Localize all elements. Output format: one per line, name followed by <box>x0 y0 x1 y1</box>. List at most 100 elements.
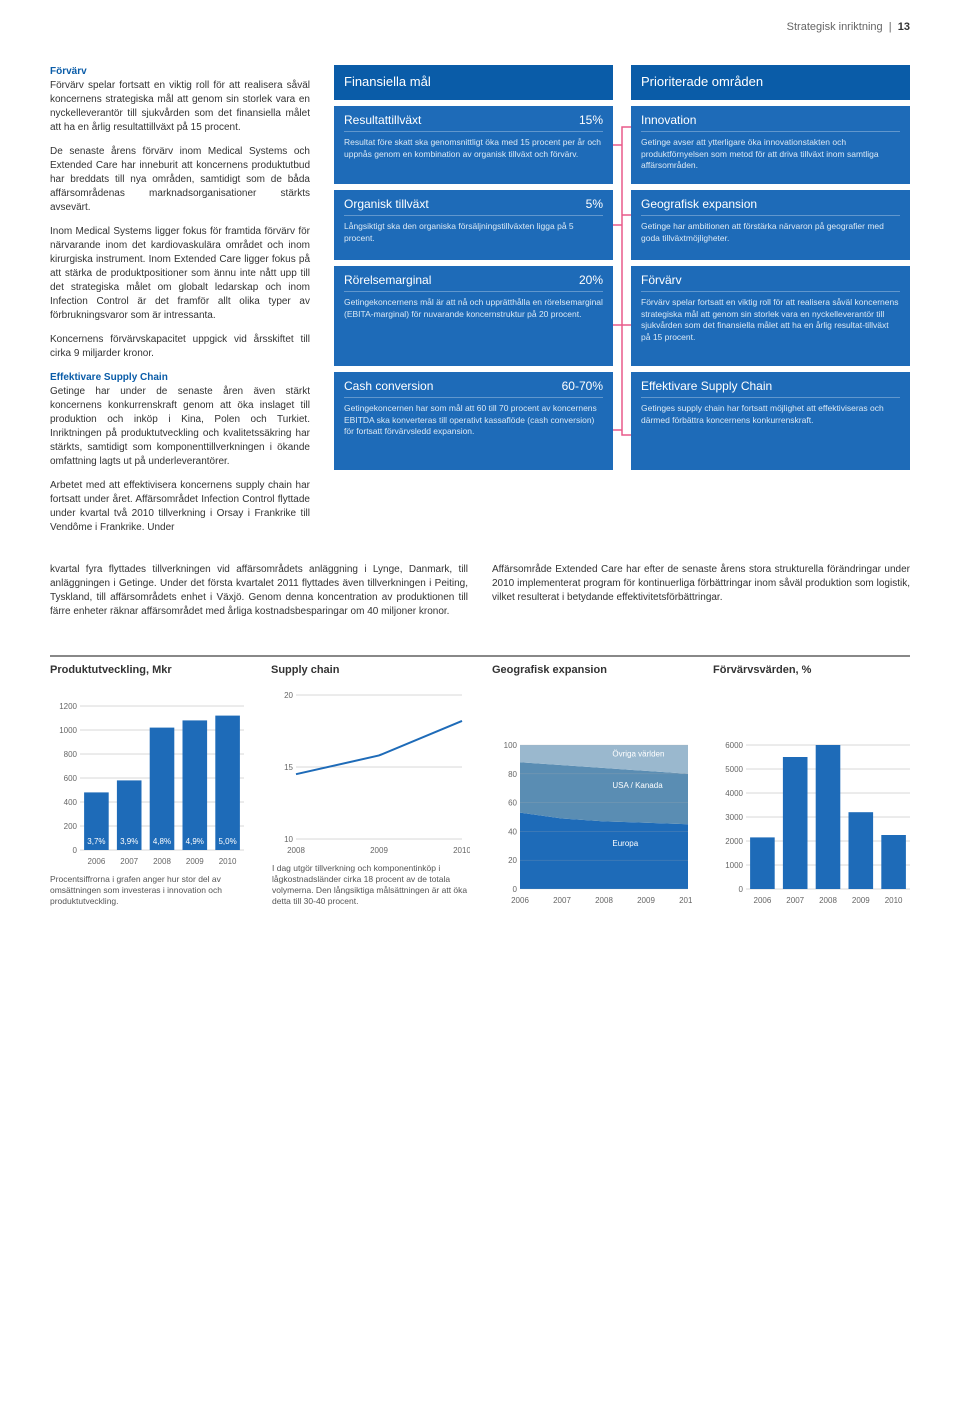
goal-title: Organisk tillväxt <box>344 196 429 213</box>
svg-text:2008: 2008 <box>819 896 837 905</box>
svg-text:2010: 2010 <box>219 857 237 866</box>
svg-text:1000: 1000 <box>59 726 77 735</box>
svg-text:2007: 2007 <box>553 896 571 905</box>
svg-text:15: 15 <box>284 763 293 772</box>
svg-text:2006: 2006 <box>754 896 772 905</box>
section-label: Strategisk inriktning <box>787 21 883 33</box>
svg-text:3000: 3000 <box>725 813 743 822</box>
priority-box-supply-chain: Effektivare Supply Chain Getinges supply… <box>631 372 910 470</box>
svg-text:2010: 2010 <box>453 846 470 855</box>
priority-title: Geografisk expansion <box>641 196 757 213</box>
svg-text:3,7%: 3,7% <box>87 837 105 846</box>
svg-text:3,9%: 3,9% <box>120 837 138 846</box>
svg-text:Europa: Europa <box>612 839 638 848</box>
chart-title-geografisk: Geografisk expansion <box>492 663 689 678</box>
goal-title: Rörelsemarginal <box>344 272 431 289</box>
svg-text:800: 800 <box>64 750 78 759</box>
heading-forvarv: Förvärv <box>50 66 87 77</box>
svg-text:200: 200 <box>64 822 78 831</box>
body-p5: Getinge har under de senaste åren även s… <box>50 386 310 467</box>
chart-title-forvarv: Förvärvsvärden, % <box>713 663 910 678</box>
svg-text:2006: 2006 <box>88 857 106 866</box>
svg-text:0: 0 <box>73 846 78 855</box>
goal-title: Cash conversion <box>344 378 433 395</box>
body-column: Förvärv Förvärv spelar fortsatt en vikti… <box>50 65 310 545</box>
svg-text:80: 80 <box>508 770 517 779</box>
svg-text:4,9%: 4,9% <box>186 837 204 846</box>
priority-body: Getinges supply chain har fortsatt möjli… <box>641 403 900 426</box>
goal-body: Långsiktigt ska den organiska försäljnin… <box>344 221 603 244</box>
page-header: Strategisk inriktning | 13 <box>0 0 960 65</box>
goal-value: 15% <box>579 112 603 129</box>
goals-right-header: Prioriterade områden <box>631 65 910 99</box>
page-number: 13 <box>898 21 910 33</box>
body-p4: Koncernens förvärvskapacitet uppgick vid… <box>50 333 310 361</box>
goal-box-organisk: Organisk tillväxt 5% Långsiktigt ska den … <box>334 190 613 260</box>
priority-box-geografisk: Geografisk expansion Getinge har ambitio… <box>631 190 910 260</box>
svg-text:2000: 2000 <box>725 837 743 846</box>
chart-forvarvsvarden: 0100020003000400050006000200620072008200… <box>716 737 914 907</box>
goal-value: 5% <box>586 196 603 213</box>
goal-value: 20% <box>579 272 603 289</box>
priority-box-forvarv: Förvärv Förvärv spelar fortsatt en vikti… <box>631 266 910 366</box>
svg-text:400: 400 <box>64 798 78 807</box>
body-p2: De senaste årens förvärv inom Medical Sy… <box>50 145 310 215</box>
svg-text:5,0%: 5,0% <box>218 837 236 846</box>
svg-text:20: 20 <box>284 691 293 700</box>
svg-text:2010: 2010 <box>679 896 692 905</box>
svg-text:100: 100 <box>504 741 518 750</box>
goal-box-cash-conversion: Cash conversion 60-70% Getingekoncernen h… <box>334 372 613 470</box>
svg-text:10: 10 <box>284 835 293 844</box>
svg-text:2009: 2009 <box>637 896 655 905</box>
goal-value: 60-70% <box>562 378 603 395</box>
body-p1: Förvärv spelar fortsatt en viktig roll f… <box>50 80 310 133</box>
svg-text:2008: 2008 <box>153 857 171 866</box>
svg-text:Övriga världen: Övriga världen <box>612 749 664 758</box>
svg-text:4000: 4000 <box>725 789 743 798</box>
priority-title: Effektivare Supply Chain <box>641 378 772 395</box>
heading-supply-chain: Effektivare Supply Chain <box>50 372 168 383</box>
svg-text:2006: 2006 <box>511 896 529 905</box>
charts-section: Produktutveckling, Mkr Supply chain Geog… <box>50 655 910 907</box>
svg-text:2008: 2008 <box>595 896 613 905</box>
priority-body: Getinge har ambitionen att förstärka när… <box>641 221 900 244</box>
chart-title-produktutveckling: Produktutveckling, Mkr <box>50 663 247 678</box>
svg-text:20: 20 <box>508 856 517 865</box>
goal-box-resultattillvaxt: Resultattillväxt 15% Resultat före skatt … <box>334 106 613 184</box>
svg-text:2009: 2009 <box>186 857 204 866</box>
svg-text:2009: 2009 <box>852 896 870 905</box>
chart-title-supply-chain: Supply chain <box>271 663 468 678</box>
goal-box-rorelsemarginal: Rörelsemarginal20% Getingekoncernens mål… <box>334 266 613 366</box>
goal-body: Resultat före skatt ska genomsnittligt ö… <box>344 137 603 160</box>
body-p3: Inom Medical Systems ligger fokus för fr… <box>50 225 310 323</box>
mid-col-left: kvartal fyra flyttades tillverkningen vi… <box>50 563 468 619</box>
goals-left-header: Finansiella mål <box>334 65 613 99</box>
svg-text:4,8%: 4,8% <box>153 837 171 846</box>
chart-geografisk: 0 20 40 60 80 100 2006 2007 2008 2009 2010 Övriga v… <box>494 737 692 907</box>
chart-supply-chain: 10 15 20 2008 2009 2010 <box>272 687 470 857</box>
goal-title: Resultattillväxt <box>344 112 421 129</box>
svg-text:2008: 2008 <box>287 846 305 855</box>
body-p6: Arbetet med att effektivisera koncernens… <box>50 479 310 535</box>
svg-text:0: 0 <box>739 885 744 894</box>
svg-text:40: 40 <box>508 827 517 836</box>
svg-text:600: 600 <box>64 774 78 783</box>
svg-text:60: 60 <box>508 799 517 808</box>
chart-caption: I dag utgör tillverkning och komponentin… <box>272 863 470 907</box>
svg-text:2009: 2009 <box>370 846 388 855</box>
svg-text:2010: 2010 <box>885 896 903 905</box>
priority-box-innovation: Innovation Getinge avser att ytterligare… <box>631 106 910 184</box>
chart-caption: Procentsiffrorna i grafen anger hur stor… <box>50 874 248 907</box>
svg-text:1000: 1000 <box>725 861 743 870</box>
svg-text:USA / Kanada: USA / Kanada <box>612 781 663 790</box>
mid-col-right: Affärsområde Extended Care har efter de … <box>492 563 910 619</box>
priority-body: Förvärv spelar fortsatt en viktig roll f… <box>641 297 900 343</box>
goal-body: Getingekoncernen har som mål att 60 till… <box>344 403 603 437</box>
svg-text:1200: 1200 <box>59 702 77 711</box>
svg-text:0: 0 <box>513 885 518 894</box>
svg-text:2007: 2007 <box>120 857 138 866</box>
priority-body: Getinge avser att ytterligare öka innova… <box>641 137 900 171</box>
priority-title: Innovation <box>641 112 696 129</box>
chart-produktutveckling: 0 200 400 600 800 1000 1200 3,7% 2006 3,9% 2007 4,8… <box>50 698 248 868</box>
svg-text:5000: 5000 <box>725 765 743 774</box>
